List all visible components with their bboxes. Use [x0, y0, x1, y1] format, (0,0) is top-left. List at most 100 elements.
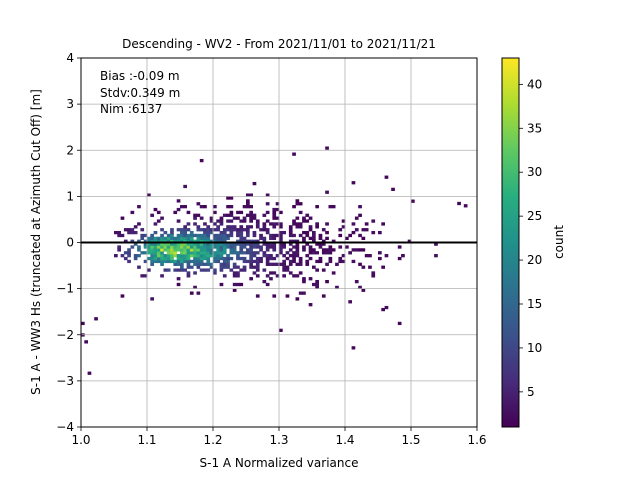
heatmap-cell — [117, 245, 121, 249]
heatmap-cell — [239, 268, 244, 272]
heatmap-cell — [338, 228, 343, 232]
heatmap-cell — [199, 233, 204, 238]
heatmap-cell — [137, 205, 141, 209]
heatmap-cell — [255, 251, 260, 255]
heatmap-cell — [321, 268, 326, 272]
heatmap-cell — [305, 230, 310, 235]
heatmap-cell — [252, 216, 257, 220]
y-tick-label: 2 — [66, 143, 74, 157]
heatmap-cell — [219, 230, 224, 235]
heatmap-cell — [196, 254, 201, 258]
heatmap-cell — [193, 216, 197, 220]
heatmap-cell — [308, 225, 313, 229]
heatmap-cell — [163, 245, 168, 249]
y-axis-ticks: 4 3 2 1 0 −1 −2 −3 −4 — [56, 51, 81, 434]
heatmap-cell — [364, 228, 369, 232]
heatmap-cell — [183, 242, 187, 246]
heatmap-cell — [166, 259, 171, 264]
heatmap-cell — [130, 245, 135, 249]
heatmap-cell — [308, 251, 313, 255]
heatmap-cell — [183, 239, 187, 243]
heatmap-cell — [150, 213, 154, 217]
heatmap-cell — [153, 251, 158, 255]
heatmap-cell — [229, 256, 234, 261]
heatmap-cell — [354, 279, 359, 284]
heatmap-cell — [242, 251, 247, 255]
heatmap-cell — [315, 222, 319, 226]
heatmap-cell — [381, 222, 385, 226]
heatmap-cell — [249, 245, 253, 249]
heatmap-cell — [354, 216, 359, 220]
heatmap-cell — [239, 233, 244, 238]
heatmap-cell — [173, 236, 178, 241]
heatmap-cell — [249, 216, 253, 220]
heatmap-cell — [292, 256, 296, 261]
y-tick-label: 0 — [66, 236, 74, 250]
heatmap-cell — [196, 251, 201, 255]
heatmap-cell — [239, 219, 244, 223]
heatmap-cell — [295, 216, 300, 220]
heatmap-cell — [209, 219, 214, 223]
heatmap-cell — [239, 210, 244, 215]
heatmap-cell — [242, 265, 247, 269]
heatmap-cell — [232, 228, 237, 232]
heatmap-cell — [255, 265, 260, 269]
heatmap-cell — [255, 242, 260, 246]
heatmap-cell — [209, 251, 214, 255]
heatmap-cell — [358, 262, 362, 266]
heatmap-cell — [321, 248, 326, 252]
heatmap-cell — [222, 274, 227, 278]
heatmap-cell — [246, 239, 250, 243]
heatmap-cell — [133, 256, 138, 261]
heatmap-cell — [321, 228, 326, 232]
heatmap-cell — [219, 251, 224, 255]
heatmap-cell — [173, 262, 178, 266]
heatmap-cell — [180, 239, 184, 243]
heatmap-cell — [150, 239, 154, 243]
heatmap-cell — [133, 254, 138, 258]
y-tick-label: −2 — [56, 328, 74, 342]
heatmap-cell — [199, 205, 204, 209]
heatmap-cell — [222, 239, 227, 243]
heatmap-cell — [229, 210, 234, 215]
heatmap-cell — [265, 193, 270, 197]
heatmap-cell — [203, 222, 207, 226]
heatmap-cell — [341, 219, 346, 223]
heatmap-cell — [123, 239, 128, 243]
heatmap-cell — [288, 228, 293, 232]
heatmap-cell — [150, 256, 154, 261]
heatmap-cell — [288, 259, 293, 264]
heatmap-cell — [189, 245, 194, 249]
heatmap-cell — [183, 236, 187, 241]
heatmap-cell — [305, 242, 310, 246]
heatmap-cell — [150, 248, 154, 252]
heatmap-cell — [391, 187, 395, 192]
heatmap-cell — [275, 207, 280, 212]
heatmap-cell — [203, 230, 207, 235]
heatmap-cell — [163, 242, 168, 246]
heatmap-cell — [341, 259, 346, 264]
heatmap-cell — [288, 248, 293, 252]
heatmap-cell — [305, 213, 310, 217]
heatmap-cell — [236, 239, 240, 243]
heatmap-cell — [163, 268, 168, 272]
heatmap-cell — [203, 242, 207, 246]
heatmap-cell — [193, 222, 197, 226]
heatmap-cell — [193, 242, 197, 246]
heatmap-cell — [259, 248, 263, 252]
heatmap-cell — [272, 222, 277, 226]
heatmap-cell — [186, 242, 191, 246]
heatmap-cell — [193, 233, 197, 238]
heatmap-cell — [229, 251, 234, 255]
heatmap-cell — [170, 239, 174, 243]
heatmap-cell — [242, 259, 247, 264]
heatmap-cell — [209, 216, 214, 220]
heatmap-cell — [160, 259, 164, 264]
heatmap-cell — [358, 285, 362, 290]
heatmap-cell — [203, 228, 207, 232]
heatmap-cell — [325, 262, 329, 266]
heatmap-cell — [246, 248, 250, 252]
heatmap-cell — [246, 233, 250, 238]
heatmap-cell — [328, 251, 333, 255]
